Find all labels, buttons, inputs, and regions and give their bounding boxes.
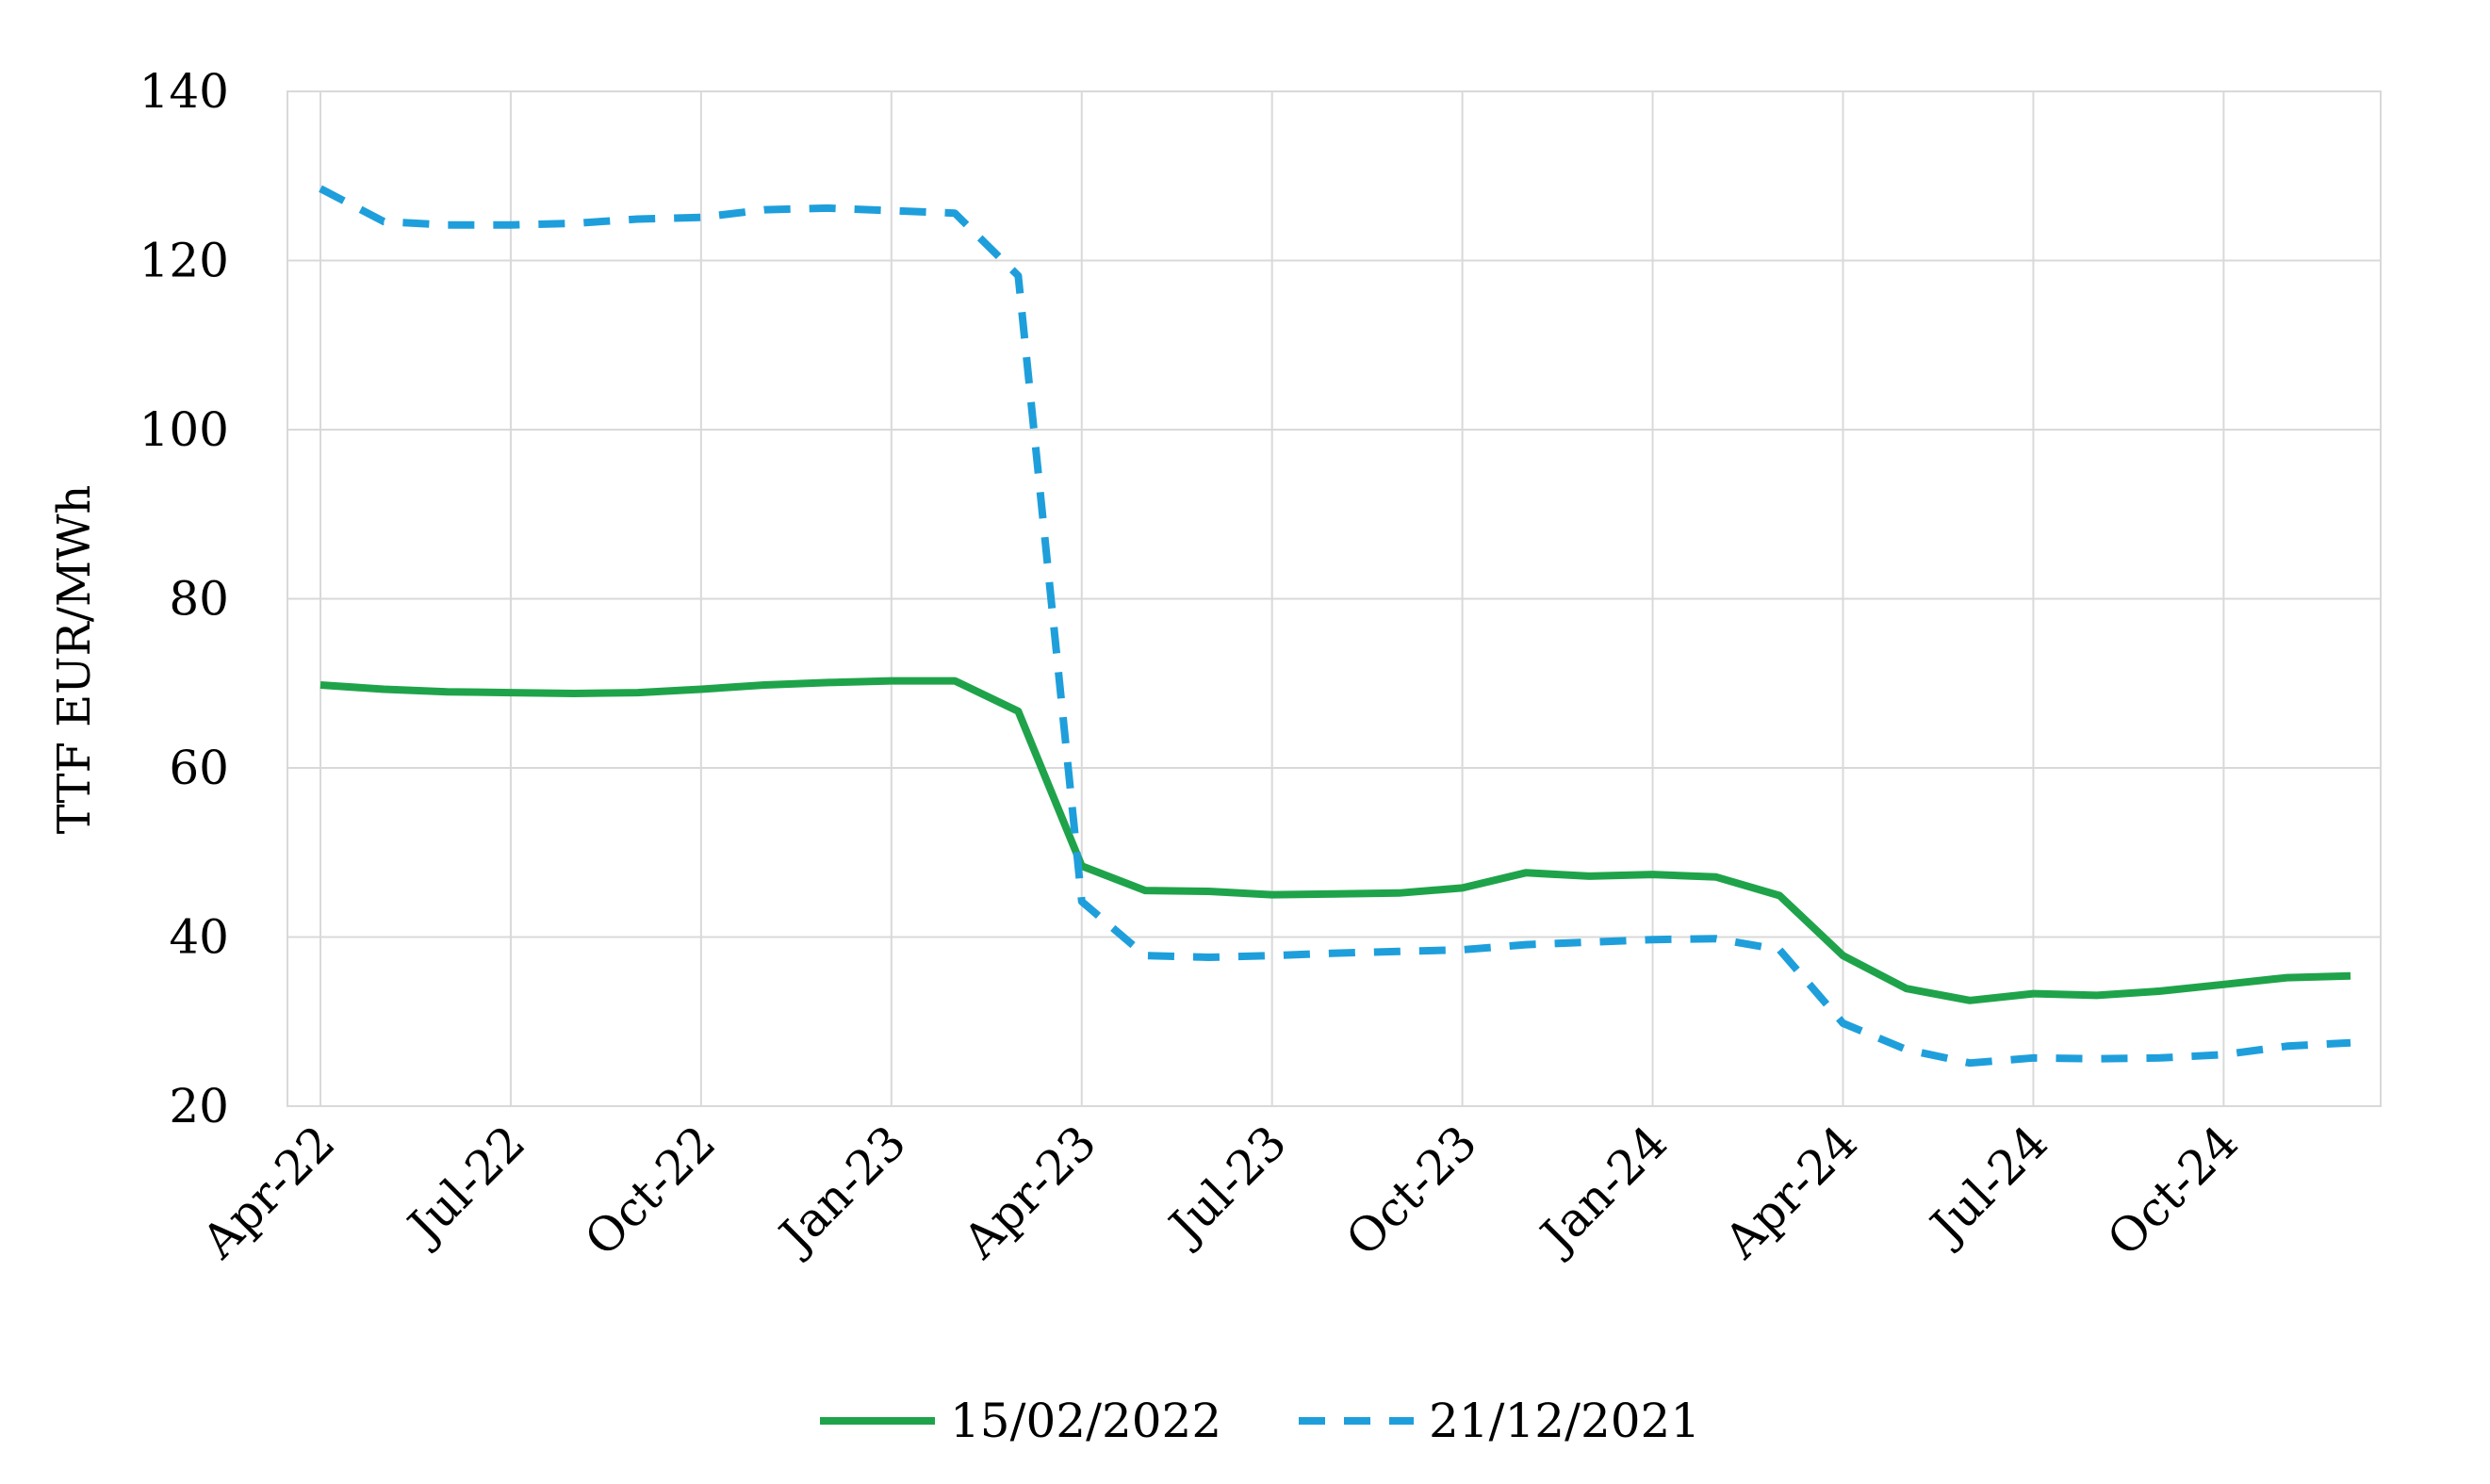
x-tick-label: Jul-23 — [1155, 1115, 1297, 1256]
series-1-point — [1712, 872, 1721, 882]
series-2-point — [1204, 953, 1213, 962]
series-2-point — [1712, 934, 1721, 943]
series-1-point — [1965, 996, 1974, 1005]
series-1-point — [1521, 868, 1531, 877]
series-2-point — [1458, 945, 1467, 954]
series-1-point — [1584, 872, 1594, 881]
x-tick-label: Oct-22 — [574, 1115, 726, 1266]
series-2-point — [760, 205, 769, 215]
x-tick-label: Jul-24 — [1917, 1115, 2058, 1256]
series-2-point — [1775, 945, 1784, 954]
series-2-point — [1521, 940, 1531, 950]
x-tick-labels: Apr-22 Jul-22 Oct-22 Jan-23 Apr-23 Jul-23 Oct-… — [191, 1115, 2249, 1269]
x-tick-label: Jan-23 — [766, 1115, 917, 1265]
series-1-point — [1268, 890, 1277, 900]
series-2-point — [1268, 951, 1277, 960]
y-tick-labels: 20 40 60 80 100 120 140 — [139, 64, 229, 1133]
series-1-point — [1458, 883, 1467, 892]
series-1-point — [1775, 891, 1784, 901]
y-tick-label: 140 — [139, 64, 229, 119]
series-2-point — [2092, 1054, 2102, 1064]
legend: 15/02/2022 21/12/2021 — [820, 1394, 1700, 1448]
x-tick-label: Oct-23 — [1335, 1115, 1487, 1266]
x-tick-label: Oct-24 — [2097, 1115, 2249, 1266]
series-2-point — [379, 217, 388, 226]
series-2-point — [443, 220, 452, 230]
x-tick-label: Jan-24 — [1528, 1115, 1679, 1265]
series-2-point — [2155, 1053, 2165, 1063]
series-1-point — [887, 677, 896, 686]
series-2-point — [569, 219, 579, 228]
y-tick-label: 120 — [139, 234, 229, 288]
series-1-point — [1839, 951, 1848, 960]
series-1-point — [1394, 889, 1403, 898]
series-1-point — [950, 677, 959, 686]
series-1-point — [1013, 707, 1023, 716]
series-2-point — [1013, 271, 1023, 281]
series-2-point — [1965, 1058, 1974, 1068]
series-2-point — [2346, 1038, 2355, 1048]
series-2-point — [633, 215, 643, 224]
series-2-point — [2283, 1041, 2292, 1051]
series-2-point — [506, 220, 516, 230]
series-1-point — [1648, 870, 1658, 879]
series-2-point — [696, 213, 706, 222]
series-1-point — [696, 685, 706, 694]
y-tick-label: 40 — [169, 910, 229, 965]
series-1-point — [2028, 989, 2038, 999]
x-tick-label: Apr-24 — [1713, 1115, 1868, 1269]
series-1-point — [1331, 889, 1340, 899]
x-tick-label: Apr-22 — [191, 1115, 346, 1269]
series-2-point — [1902, 1045, 1911, 1054]
series-1-point — [1204, 887, 1213, 896]
series-2-point — [1394, 947, 1403, 956]
series-1-point — [1902, 984, 1911, 993]
y-tick-label: 60 — [169, 741, 229, 795]
series-2-point — [1331, 949, 1340, 958]
series-2-point — [1584, 938, 1594, 947]
series-1-point — [760, 680, 769, 690]
series-2-point — [950, 208, 959, 218]
y-tick-label: 80 — [169, 572, 229, 627]
legend-label-2: 21/12/2021 — [1429, 1394, 1700, 1448]
series-1-point — [379, 685, 388, 694]
series-1-point — [2346, 971, 2355, 981]
series-2-point — [887, 206, 896, 216]
series-1-point — [633, 688, 643, 697]
series-2-point — [1077, 897, 1087, 906]
series-2-point — [1648, 935, 1658, 944]
x-tick-label: Apr-23 — [953, 1115, 1107, 1269]
y-tick-label: 20 — [169, 1079, 229, 1133]
series-1-point — [316, 680, 325, 690]
series-1-point — [2219, 980, 2228, 989]
x-tick-label: Jul-22 — [395, 1115, 536, 1256]
series-2-point — [824, 204, 833, 213]
legend-label-1: 15/02/2022 — [950, 1394, 1221, 1448]
grid-layer — [287, 90, 2382, 1107]
series-1-point — [2283, 973, 2292, 983]
series-1-point — [1140, 886, 1150, 895]
series-line-1 — [319, 677, 2351, 1004]
series-2-point — [1839, 1019, 1848, 1028]
series-layer — [316, 184, 2355, 1068]
series-1-point — [824, 677, 833, 687]
series-1-point — [506, 688, 516, 697]
series-2-point — [2028, 1053, 2038, 1063]
series-1-point — [2092, 990, 2102, 1000]
series-1-point — [443, 687, 452, 696]
y-tick-label: 100 — [139, 402, 229, 457]
series-1-point — [2155, 987, 2165, 996]
y-axis-title: TTF EUR/MWh — [48, 485, 101, 835]
series-2-point — [316, 184, 325, 193]
series-1-point — [569, 689, 579, 698]
series-line-2 — [319, 185, 2351, 1068]
series-2-point — [2219, 1050, 2228, 1059]
series-2-point — [1140, 951, 1150, 960]
